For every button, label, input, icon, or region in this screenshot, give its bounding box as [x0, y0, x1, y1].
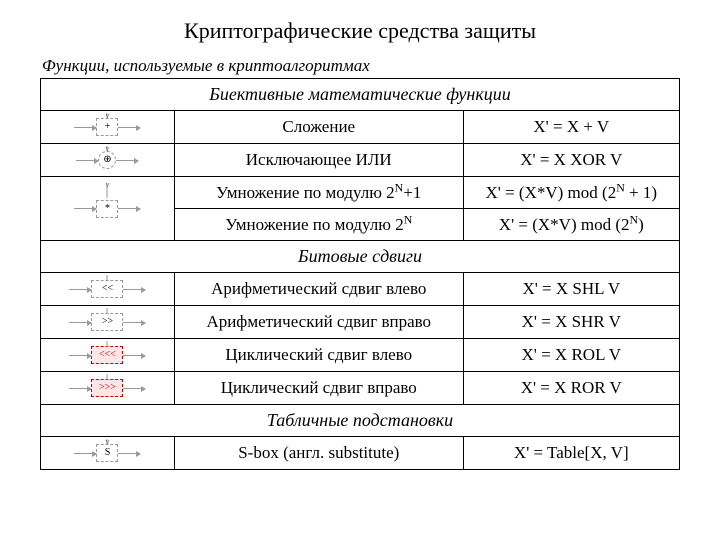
text: )	[638, 215, 644, 234]
op-formula: X' = (X*V) mod (2N + 1)	[463, 177, 679, 209]
page-title: Криптографические средства защиты	[40, 18, 680, 44]
op-desc: Исключающее ИЛИ	[174, 144, 463, 177]
op-desc: Циклический сдвиг влево	[174, 339, 463, 372]
table-row: << Арифметический сдвиг влево X' = X SHL…	[41, 273, 680, 306]
table-row: >> Арифметический сдвиг вправо X' = X SH…	[41, 306, 680, 339]
text: X' = (X*V) mod (2	[486, 183, 617, 202]
op-desc: Арифметический сдвиг вправо	[174, 306, 463, 339]
crypto-functions-table: Биективные математические функции v + Сл…	[40, 78, 680, 470]
op-formula: X' = X SHL V	[463, 273, 679, 306]
table-row: Битовые сдвиги	[41, 241, 680, 273]
op-desc: Сложение	[174, 111, 463, 144]
table-row: Биективные математические функции	[41, 79, 680, 111]
section-header-shifts: Битовые сдвиги	[41, 241, 680, 273]
table-row: Табличные подстановки	[41, 405, 680, 437]
op-formula: X' = (X*V) mod (2N)	[463, 209, 679, 241]
op-desc: Циклический сдвиг вправо	[174, 372, 463, 405]
op-desc: S-box (англ. substitute)	[174, 437, 463, 470]
op-formula: X' = X XOR V	[463, 144, 679, 177]
op-icon-mul: v *	[41, 177, 175, 241]
superscript: N	[629, 212, 638, 226]
superscript: N	[404, 212, 413, 226]
section-header-bijective: Биективные математические функции	[41, 79, 680, 111]
table-row: v ⊕ Исключающее ИЛИ X' = X XOR V	[41, 144, 680, 177]
text: Умножение по модулю 2	[225, 215, 403, 234]
op-icon-xor: v ⊕	[41, 144, 175, 177]
text: Умножение по модулю 2	[216, 183, 394, 202]
text: X' = (X*V) mod (2	[499, 215, 630, 234]
superscript: N	[616, 180, 625, 194]
op-formula: X' = X ROR V	[463, 372, 679, 405]
superscript: N	[395, 180, 404, 194]
op-icon-shr: >>	[41, 306, 175, 339]
op-desc: Арифметический сдвиг влево	[174, 273, 463, 306]
table-row: >>> Циклический сдвиг вправо X' = X ROR …	[41, 372, 680, 405]
op-formula: X' = X + V	[463, 111, 679, 144]
table-row: v S S-box (англ. substitute) X' = Table[…	[41, 437, 680, 470]
section-header-tables: Табличные подстановки	[41, 405, 680, 437]
page-subtitle: Функции, используемые в криптоалгоритмах	[40, 56, 680, 76]
table-row: v + Сложение X' = X + V	[41, 111, 680, 144]
text: + 1)	[625, 183, 657, 202]
op-icon-add: v +	[41, 111, 175, 144]
op-desc: Умножение по модулю 2N+1	[174, 177, 463, 209]
op-icon-shl: <<	[41, 273, 175, 306]
op-formula: X' = X ROL V	[463, 339, 679, 372]
op-formula: X' = Table[X, V]	[463, 437, 679, 470]
table-row: <<< Циклический сдвиг влево X' = X ROL V	[41, 339, 680, 372]
text: +1	[403, 183, 421, 202]
op-icon-ror: >>>	[41, 372, 175, 405]
op-icon-rol: <<<	[41, 339, 175, 372]
op-icon-sbox: v S	[41, 437, 175, 470]
op-desc: Умножение по модулю 2N	[174, 209, 463, 241]
op-formula: X' = X SHR V	[463, 306, 679, 339]
table-row: v * Умножение по модулю 2N+1 X' = (X*V) …	[41, 177, 680, 209]
